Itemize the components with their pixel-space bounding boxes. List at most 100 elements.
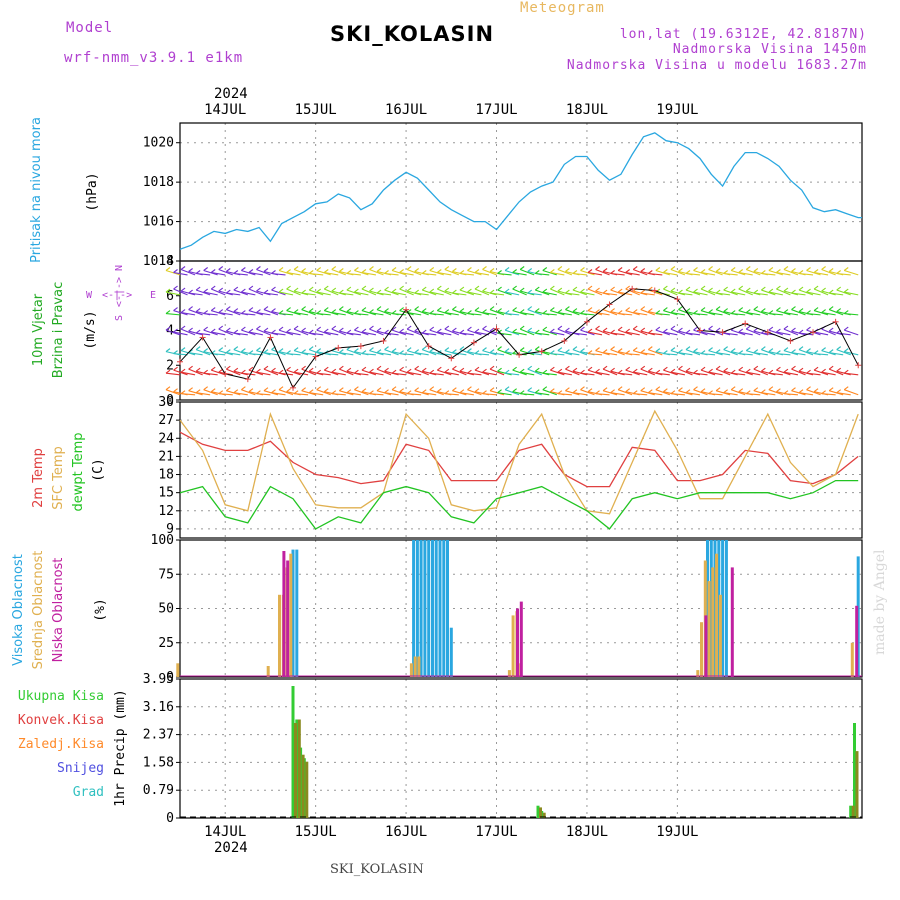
wind-arrowhead [308,389,314,394]
wind-arrowhead [632,266,638,270]
wind-arrowhead [783,325,789,330]
precip-bar-1 [297,719,301,818]
wind-arrowhead [497,367,502,372]
x-tick-top-18JUL: 18JUL [566,102,608,118]
wind-arrow [738,331,753,336]
wind-arrowhead [180,390,186,395]
wind-arrowhead [730,288,736,293]
wind-arrowhead [761,346,766,351]
wind-arrow [504,269,520,276]
wind-arrow [610,370,625,376]
wind-arrow [565,390,580,396]
precip-bar-1 [301,754,305,818]
wind-arrow [768,389,784,396]
y-tick-label-3: 50 [158,602,174,617]
wind-arrow [535,272,550,276]
wind-arrow [580,329,595,336]
wind-arrow [776,369,791,376]
wind-arrow [241,313,256,316]
wind-arrow [813,288,829,296]
wind-arrow [806,313,821,316]
wind-arrowhead [406,287,412,292]
wind-arrowhead [444,325,450,330]
wind-arrowhead [474,366,480,371]
wind-arrow [376,309,392,316]
wind-arrow [376,390,392,396]
wind-arrow [542,329,557,336]
wind-arrow [783,371,799,376]
wind-arrowhead [828,289,834,294]
wind-arrow [708,350,723,356]
cloud-bar-1 [266,666,270,677]
wind-arrowhead [346,270,352,274]
wind-arrow [286,271,301,276]
wind-arrow [648,289,663,296]
wind-arrow [414,309,429,316]
wind-arrow [316,291,331,296]
wind-arrow [324,331,339,336]
wind-arrow [783,268,799,276]
wind-arrow [844,351,859,356]
wind-arrowhead [738,350,744,355]
wind-arrow [550,331,565,336]
wind-arrow [602,352,618,356]
y-tick-label-4: 1.58 [143,755,174,770]
wind-arrowhead [708,347,713,352]
cloud-bar-1 [176,663,180,677]
wind-arrowhead [173,350,178,355]
wind-arrow [256,393,271,396]
wind-arrow [271,349,286,356]
wind-arrowhead [700,366,706,371]
y-tick-label-2: 18 [158,468,174,483]
wind-arrowhead [678,365,683,370]
wind-arrow [248,369,264,376]
wind-arrowhead [715,306,721,311]
wind-arrowhead [776,350,781,355]
wind-arrow [489,368,505,376]
wind-arrowhead [467,288,472,293]
wind-arrowhead [218,325,224,330]
wind-arrowhead [693,348,698,353]
wind-arrowhead [346,389,352,394]
wind-arrowhead [436,285,442,290]
y-tick-label-2: 27 [158,413,174,428]
wind-arrowhead [761,286,766,291]
wind-arrowhead [640,289,646,294]
wind-arrowhead [346,329,352,334]
wind-arrowhead [670,368,676,373]
wind-arrow [746,268,761,276]
wind-arrowhead [308,346,314,351]
wind-arrowhead [323,307,329,312]
wind-arrowhead [587,350,593,355]
wind-arrowhead [301,289,306,294]
x-tick-bottom-18JUL: 18JUL [566,824,608,840]
wind-arrowhead [843,267,849,271]
wind-arrow [361,271,377,276]
y-tick-label-4: 2.37 [143,728,174,743]
wind-arrow [233,332,248,336]
wind-arrowhead [738,307,744,312]
wind-arrow [180,328,196,336]
wind-arrowhead [595,266,600,270]
wind-arrow [768,372,783,376]
wind-arrow [391,291,407,296]
wind-arrowhead [738,269,744,273]
wind-arrowhead [768,267,774,271]
wind-arrow [655,269,670,276]
wind-arrowhead [768,326,774,331]
wind-arrowhead [467,267,472,271]
wind-arrow [406,350,422,356]
y-tick-label-1: 2 [166,358,174,373]
wind-arrowhead [663,366,668,371]
wind-arrowhead [730,348,736,353]
wind-arrowhead [565,327,570,332]
wind-arrowhead [436,307,442,312]
wind-arrow [520,290,535,296]
wind-arrow [640,330,655,336]
wind-arrowhead [384,346,389,351]
wind-arrowhead [730,267,736,271]
cloud-bar-0 [434,540,438,677]
wind-arrowhead [361,269,367,273]
wind-arrowhead [806,267,811,271]
wind-arrow [467,372,482,376]
